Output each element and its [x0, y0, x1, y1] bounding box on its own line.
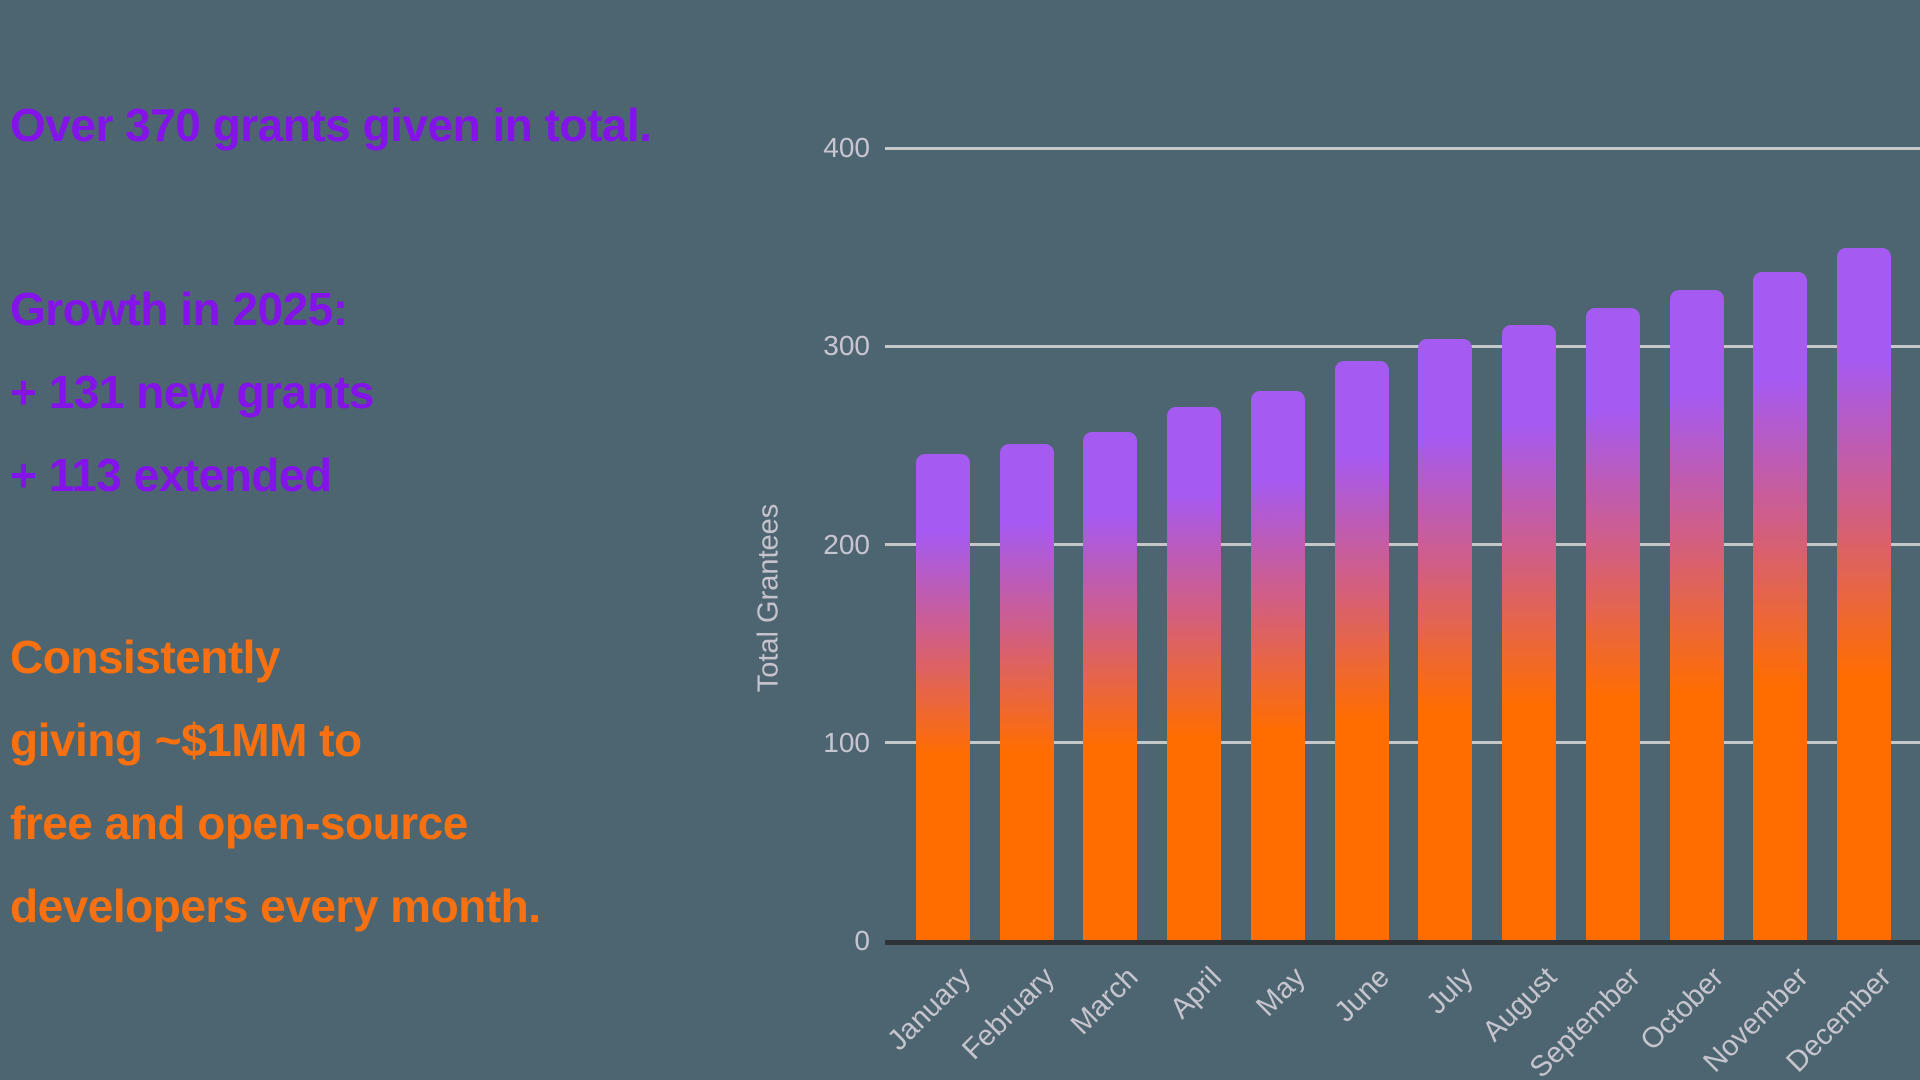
y-tick-label-200: 200 — [823, 528, 870, 560]
growth-new-grants: + 131 new grants — [10, 366, 375, 418]
mission-block: Consistently giving ~$1MM to free and op… — [10, 616, 541, 948]
growth-title: Growth in 2025: — [10, 283, 348, 335]
bar-may — [1250, 390, 1305, 940]
bar-november — [1753, 271, 1808, 940]
bar-january — [916, 454, 970, 940]
left-panel: Over 370 grants given in total. Growth i… — [0, 0, 860, 1080]
bar-march — [1083, 432, 1138, 940]
x-tick-label-february: February — [955, 961, 1061, 1066]
bar-february — [999, 444, 1054, 940]
y-tick-label-300: 300 — [823, 330, 870, 362]
plot-area: 0 100 200 300 400 January February March April Ma… — [823, 132, 1920, 1080]
mission-line-2: giving ~$1MM to — [10, 714, 362, 766]
gridline-200 — [885, 543, 1920, 546]
bar-june — [1334, 361, 1389, 940]
y-axis-title: Total Grantees — [752, 503, 785, 693]
growth-extended: + 113 extended — [10, 449, 332, 501]
mission-line-1: Consistently — [10, 631, 281, 683]
mission-line-4: developers every month. — [10, 880, 541, 932]
gridline-100 — [885, 741, 1920, 745]
x-tick-label-march: March — [1064, 961, 1145, 1041]
bar-september — [1585, 307, 1640, 940]
y-tick-label-0: 0 — [854, 925, 870, 956]
bar-april — [1167, 406, 1222, 940]
x-tick-label-june: June — [1328, 961, 1396, 1029]
x-tick-label-july: July — [1420, 961, 1480, 1021]
mission-line-3: free and open-source — [10, 797, 468, 849]
growth-block: Growth in 2025: + 131 new grants + 113 e… — [10, 268, 375, 517]
x-tick-label-may: May — [1250, 961, 1312, 1023]
bar-august — [1502, 325, 1557, 940]
x-axis-line — [885, 940, 1920, 945]
bar-july — [1418, 339, 1473, 940]
bar-october — [1669, 289, 1724, 940]
bar-december — [1837, 248, 1892, 940]
y-tick-label-100: 100 — [823, 726, 870, 758]
x-tick-label-april: April — [1164, 961, 1229, 1025]
headline-total-grants: Over 370 grants given in total. — [10, 99, 652, 151]
gridline-400 — [885, 146, 1920, 150]
y-tick-label-400: 400 — [823, 132, 870, 163]
gridline-300 — [885, 344, 1920, 348]
